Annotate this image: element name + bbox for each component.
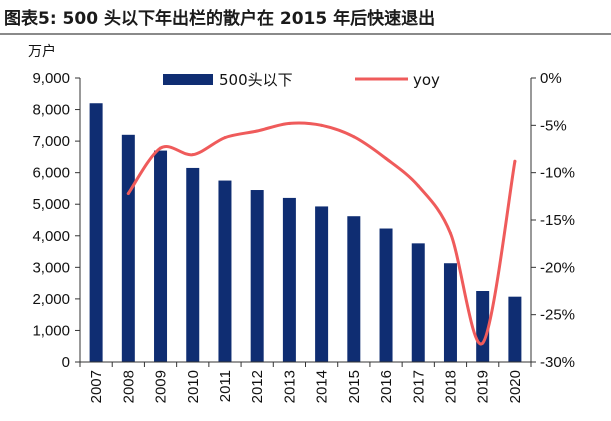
left-tick-label: 8,000	[32, 102, 70, 119]
x-tick-label: 2009	[153, 370, 170, 403]
left-axis-unit: 万户	[28, 43, 56, 60]
yoy-point-2015	[352, 135, 356, 139]
left-tick-label: 2,000	[32, 291, 70, 308]
right-tick-label: -5%	[540, 117, 567, 134]
left-tick-label: 0	[62, 354, 70, 371]
x-tick-label: 2008	[120, 370, 137, 403]
yoy-line	[126, 121, 517, 346]
left-tick-label: 3,000	[32, 259, 70, 276]
legend-label-bar: 500头以下	[219, 71, 293, 89]
x-tick-label: 2018	[442, 370, 459, 403]
bar-2016	[379, 228, 393, 362]
bar-2007	[89, 103, 103, 362]
left-tick-label: 9,000	[32, 70, 70, 87]
bar-2012	[250, 190, 264, 362]
legend: 500头以下 yoy	[163, 71, 440, 89]
yoy-point-2017	[416, 184, 420, 188]
yoy-point-2020	[513, 159, 517, 163]
right-tick-label: -20%	[540, 259, 575, 276]
yoy-point-2013	[287, 121, 291, 125]
x-tick-label: 2019	[475, 370, 492, 403]
yoy-line-group	[126, 121, 517, 346]
left-tick-label: 1,000	[32, 322, 70, 339]
yoy-point-2016	[384, 156, 388, 160]
bar-2008	[121, 134, 135, 362]
x-tick-label: 2012	[249, 370, 266, 403]
x-tick-label: 2011	[217, 370, 234, 402]
legend-label-line: yoy	[413, 71, 440, 89]
yoy-point-2011	[223, 136, 227, 140]
bar-2013	[282, 197, 296, 362]
chart-title: 图表5: 500 头以下年出栏的散户在 2015 年后快速退出	[4, 9, 436, 29]
bar-2020	[508, 296, 522, 362]
right-tick-label: -15%	[540, 212, 575, 229]
x-tick-label: 2014	[314, 370, 331, 403]
bar-2010	[186, 167, 200, 362]
right-tick-label: -30%	[540, 354, 575, 371]
x-tick-label: 2016	[378, 370, 395, 403]
x-tick-label: 2007	[88, 370, 105, 403]
bar-2011	[218, 180, 232, 362]
bar-2015	[347, 216, 361, 362]
x-tick-label: 2013	[281, 370, 298, 403]
yoy-point-2008	[126, 191, 130, 195]
left-tick-label: 4,000	[32, 228, 70, 245]
bars-group	[89, 103, 522, 362]
right-tick-label: 0%	[540, 70, 562, 87]
legend-swatch-bar	[163, 74, 213, 85]
bar-2018	[443, 263, 457, 362]
bar-2014	[315, 206, 329, 362]
x-tick-label: 2017	[410, 370, 427, 403]
yoy-point-2019	[481, 341, 485, 345]
yoy-point-2009	[159, 146, 163, 150]
left-tick-label: 5,000	[32, 196, 70, 213]
right-tick-label: -10%	[540, 165, 575, 182]
yoy-point-2018	[448, 231, 452, 235]
axes-group: 0 1,000 2,000 3,000 4,000 5,000 6,000 7,000 8,00…	[32, 70, 575, 403]
title-divider	[0, 33, 611, 35]
yoy-point-2010	[191, 153, 195, 157]
bar-2009	[154, 150, 168, 362]
x-tick-label: 2015	[346, 370, 363, 403]
left-tick-label: 7,000	[32, 133, 70, 150]
yoy-point-2012	[255, 129, 259, 133]
right-tick-label: -25%	[540, 307, 575, 324]
left-tick-label: 6,000	[32, 165, 70, 182]
yoy-point-2014	[320, 123, 324, 127]
x-tick-label: 2020	[507, 370, 524, 403]
x-tick-label: 2010	[185, 370, 202, 403]
bar-2017	[411, 243, 425, 362]
